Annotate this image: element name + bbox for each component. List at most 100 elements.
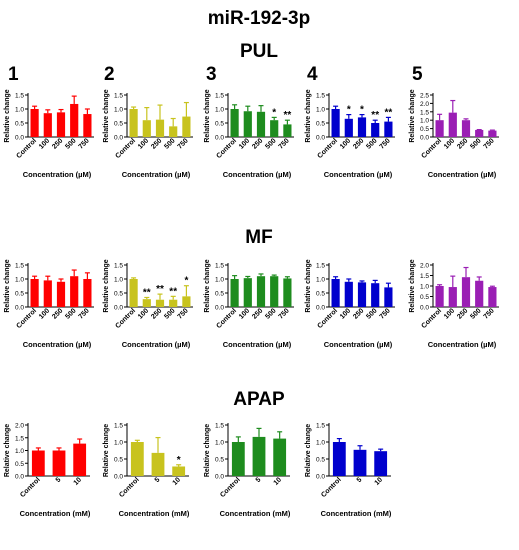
x-tick-label: 10	[172, 476, 183, 487]
bar	[30, 279, 39, 307]
y-tick-label: 1.5	[215, 263, 224, 270]
x-tick-label: 100	[137, 307, 150, 320]
bar	[332, 442, 346, 476]
bar	[448, 287, 457, 307]
y-axis-label: Relative change	[305, 259, 312, 312]
bar	[384, 121, 393, 137]
y-tick-label: 0.5	[215, 291, 224, 298]
y-tick-label: 1.0	[316, 277, 325, 284]
significance-star: *	[272, 107, 276, 118]
x-tick-label: 5	[55, 476, 63, 484]
bar	[270, 120, 279, 137]
y-tick-label: 1.0	[15, 277, 24, 284]
bar	[435, 120, 444, 137]
y-tick-label: 1.5	[316, 93, 325, 100]
bar	[70, 103, 79, 137]
x-tick-label: 100	[339, 307, 352, 320]
y-tick-label: 2.0	[15, 423, 24, 430]
bar	[155, 299, 165, 307]
y-tick-label: 1.0	[114, 440, 123, 447]
y-tick-label: 0.0	[316, 135, 325, 142]
y-tick-label: 0.5	[420, 294, 429, 301]
bar	[488, 287, 497, 307]
significance-star: **	[143, 287, 151, 298]
y-tick-label: 1.0	[15, 448, 24, 455]
bar	[43, 280, 52, 307]
y-tick-label: 1.5	[15, 435, 24, 442]
x-axis-label: Concentration (µM)	[23, 340, 92, 349]
x-axis-label: Concentration (µM)	[324, 170, 393, 179]
x-tick-label: 750	[177, 307, 190, 320]
y-tick-label: 0.5	[316, 291, 325, 298]
bar	[475, 280, 484, 307]
section-title-apap: APAP	[233, 389, 285, 410]
y-tick-label: 0.5	[114, 291, 123, 298]
y-tick-label: 0.0	[215, 474, 224, 481]
y-axis-label: Relative change	[103, 259, 110, 312]
bar	[56, 112, 66, 137]
x-tick-label: 250	[51, 137, 64, 150]
y-tick-label: 0.5	[15, 461, 24, 468]
bar	[374, 451, 388, 476]
column-number-5: 5	[412, 64, 423, 85]
y-tick-label: 0.0	[15, 135, 24, 142]
x-tick-label: 250	[251, 137, 264, 150]
bar	[435, 286, 444, 307]
bar	[461, 120, 471, 137]
significance-star: **	[371, 110, 379, 121]
y-tick-label: 0.0	[316, 305, 325, 312]
x-tick-label: 250	[456, 307, 469, 320]
y-tick-label: 0.5	[215, 457, 224, 464]
bar	[331, 279, 340, 307]
bar	[70, 276, 79, 307]
y-tick-label: 1.5	[15, 263, 24, 270]
y-tick-label: 0.0	[114, 135, 123, 142]
y-tick-label: 0.0	[114, 474, 123, 481]
significance-star: **	[156, 284, 164, 295]
figure-title: miR-192-3p	[208, 8, 310, 29]
x-tick-label: 500	[469, 307, 482, 320]
y-axis-label: Relative change	[4, 259, 11, 312]
significance-star: **	[169, 286, 177, 297]
x-tick-label: 750	[177, 137, 190, 150]
section-title-pul: PUL	[240, 41, 278, 62]
bar	[182, 296, 191, 307]
y-tick-label: 1.0	[316, 107, 325, 114]
y-tick-label: 1.0	[15, 107, 24, 114]
bar	[461, 277, 471, 307]
bar	[331, 109, 340, 137]
bar	[243, 278, 252, 307]
y-axis-label: Relative change	[103, 424, 110, 477]
x-tick-label: 100	[238, 307, 251, 320]
significance-star: *	[184, 276, 188, 287]
bar	[448, 112, 457, 137]
x-axis-label: Concentration (µM)	[223, 170, 292, 179]
bar	[43, 113, 52, 137]
bar	[155, 119, 165, 137]
column-number-3: 3	[206, 64, 217, 85]
y-tick-label: 1.0	[215, 107, 224, 114]
bar	[273, 438, 287, 476]
x-tick-label: 250	[51, 307, 64, 320]
significance-star: **	[284, 110, 292, 121]
y-tick-label: 0.0	[215, 135, 224, 142]
y-tick-label: 0.0	[420, 305, 429, 312]
bar	[172, 466, 186, 476]
bar	[475, 129, 484, 137]
x-axis-label: Concentration (µM)	[428, 340, 497, 349]
x-tick-label: 750	[278, 307, 291, 320]
bar	[231, 442, 245, 476]
x-tick-label: 750	[379, 137, 392, 150]
y-axis-label: Relative change	[409, 259, 416, 312]
x-tick-label: 250	[150, 137, 163, 150]
y-tick-label: 1.5	[114, 423, 123, 430]
y-axis-label: Relative change	[204, 424, 211, 477]
bar	[344, 281, 353, 307]
